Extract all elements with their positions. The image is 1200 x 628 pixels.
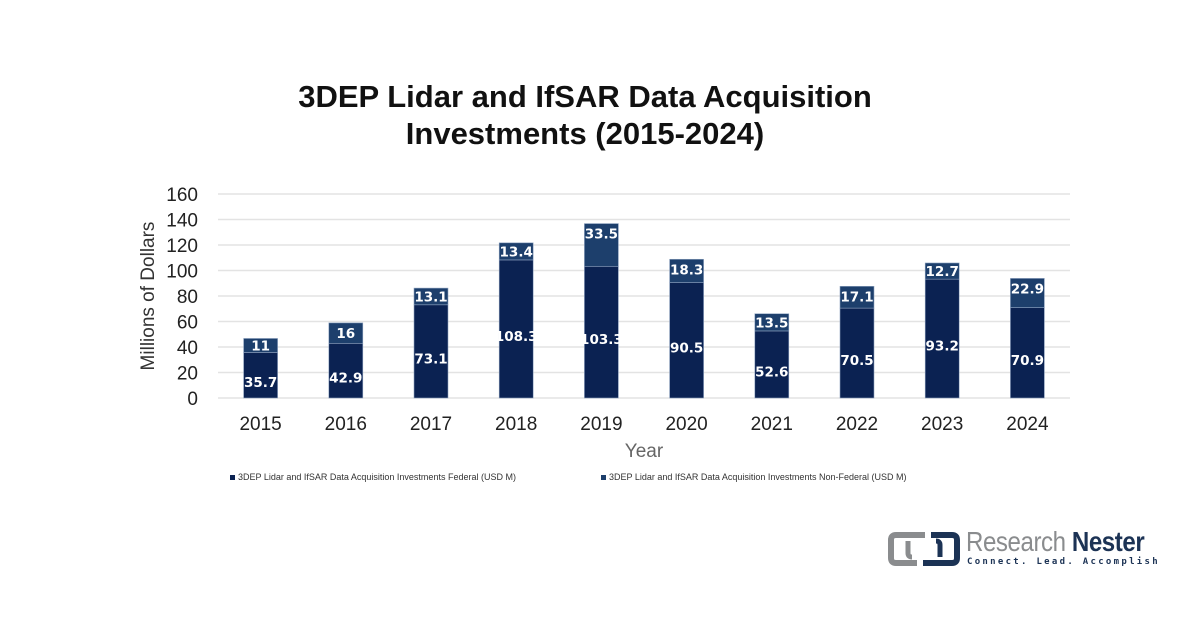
data-label-federal: 108.3 <box>495 329 538 345</box>
data-label-federal: 70.5 <box>840 353 873 369</box>
data-label-federal: 90.5 <box>670 340 703 356</box>
bar-segment-non-federal <box>584 223 619 267</box>
data-label-non-federal: 11 <box>251 338 270 354</box>
bar-segment-non-federal <box>924 262 960 280</box>
bar-segment-non-federal <box>498 242 534 261</box>
data-label-federal: 52.6 <box>755 364 788 380</box>
data-label-non-federal: 12.7 <box>926 264 959 280</box>
y-tick-label: 60 <box>177 313 198 334</box>
legend-item-non-federal: 3DEP Lidar and IfSAR Data Acquisition In… <box>601 472 906 482</box>
logo-brand-research: Research <box>966 526 1066 557</box>
bar-segment-non-federal <box>328 322 364 344</box>
data-label-non-federal: 18.3 <box>670 262 703 278</box>
data-label-federal: 35.7 <box>244 375 277 391</box>
bar-segment-federal <box>328 343 364 399</box>
y-axis-ticks: 0 20 40 60 80 100 120 140 160 <box>166 185 198 410</box>
logo-mark-icon <box>888 532 960 566</box>
x-axis-ticks: 2015 2016 2017 2018 2019 2020 2021 2022 2023 2024 <box>239 414 1049 435</box>
data-label-federal: 70.9 <box>1011 353 1044 369</box>
y-tick-label: 120 <box>166 236 198 257</box>
y-tick-label: 140 <box>166 211 198 232</box>
y-tick-label: 160 <box>166 185 198 206</box>
bar-segment-federal <box>669 282 704 399</box>
x-tick-label: 2017 <box>410 414 452 435</box>
bar-segment-federal <box>584 265 619 399</box>
data-label-non-federal: 22.9 <box>1011 281 1044 297</box>
data-label-federal: 42.9 <box>329 371 362 387</box>
x-tick-label: 2020 <box>665 414 707 435</box>
y-tick-label: 100 <box>166 262 198 283</box>
y-tick-label: 40 <box>177 338 198 359</box>
bar-segment-federal <box>413 304 449 399</box>
bar-segment-non-federal <box>243 338 278 353</box>
logo-brand-nester: Nester <box>1071 526 1145 557</box>
x-axis-title: Year <box>625 441 664 462</box>
data-label-non-federal: 17.1 <box>840 289 873 305</box>
chart-title: 3DEP Lidar and IfSAR Data Acquisition In… <box>0 78 1170 152</box>
data-label-non-federal: 13.1 <box>414 289 447 305</box>
legend-label-federal: 3DEP Lidar and IfSAR Data Acquisition In… <box>238 472 516 482</box>
data-label-non-federal: 13.5 <box>755 315 788 331</box>
bar-segment-federal <box>498 259 534 399</box>
x-tick-label: 2024 <box>1006 414 1049 435</box>
chart-title-line-1: 3DEP Lidar and IfSAR Data Acquisition <box>298 79 872 114</box>
data-label-federal: 103.3 <box>580 332 623 348</box>
x-tick-label: 2021 <box>751 414 793 435</box>
y-tick-label: 80 <box>177 287 198 308</box>
y-tick-label: 20 <box>177 364 198 385</box>
logo-tagline: Connect. Lead. Accomplish <box>967 557 1160 567</box>
data-label-non-federal: 33.5 <box>585 227 618 243</box>
data-label-federal: 73.1 <box>414 351 447 367</box>
bar-segment-non-federal <box>413 287 449 306</box>
bar-segment-federal <box>924 278 960 399</box>
legend-label-non-federal: 3DEP Lidar and IfSAR Data Acquisition In… <box>609 472 907 482</box>
x-tick-label: 2015 <box>239 414 281 435</box>
x-tick-label: 2018 <box>495 414 537 435</box>
bar-segment-non-federal <box>669 258 704 283</box>
bars <box>243 223 1045 399</box>
bar-segment-non-federal <box>1010 278 1045 308</box>
data-label-non-federal: 16 <box>336 326 355 342</box>
legend-swatch-non-federal <box>601 474 606 480</box>
data-label-non-federal: 13.4 <box>500 244 533 260</box>
x-tick-label: 2022 <box>836 414 878 435</box>
bar-segment-federal <box>243 352 278 399</box>
bar-segment-federal <box>1010 307 1045 399</box>
chart-title-line-2: Investments (2015-2024) <box>405 116 765 151</box>
y-tick-label: 0 <box>187 389 198 410</box>
bar-segment-non-federal <box>839 286 875 309</box>
x-tick-label: 2023 <box>921 414 963 435</box>
research-nester-logo: Research Nester Connect. Lead. Accomplis… <box>888 526 1168 572</box>
data-label-federal: 93.2 <box>926 339 959 355</box>
legend-item-federal: 3DEP Lidar and IfSAR Data Acquisition In… <box>230 472 516 482</box>
x-tick-label: 2019 <box>580 414 622 435</box>
y-axis-title: Millions of Dollars <box>138 222 159 371</box>
logo-wordmark: Research Nester <box>966 526 1145 558</box>
legend-swatch-federal <box>230 474 235 480</box>
bar-segment-non-federal <box>754 313 790 332</box>
x-tick-label: 2016 <box>325 414 367 435</box>
bar-segment-federal <box>754 330 790 399</box>
bar-segment-federal <box>839 307 875 399</box>
data-labels: 35.7 11 42.9 16 73.1 13.1 108.3 13.4 103.3 33.5 90… <box>244 227 1044 392</box>
